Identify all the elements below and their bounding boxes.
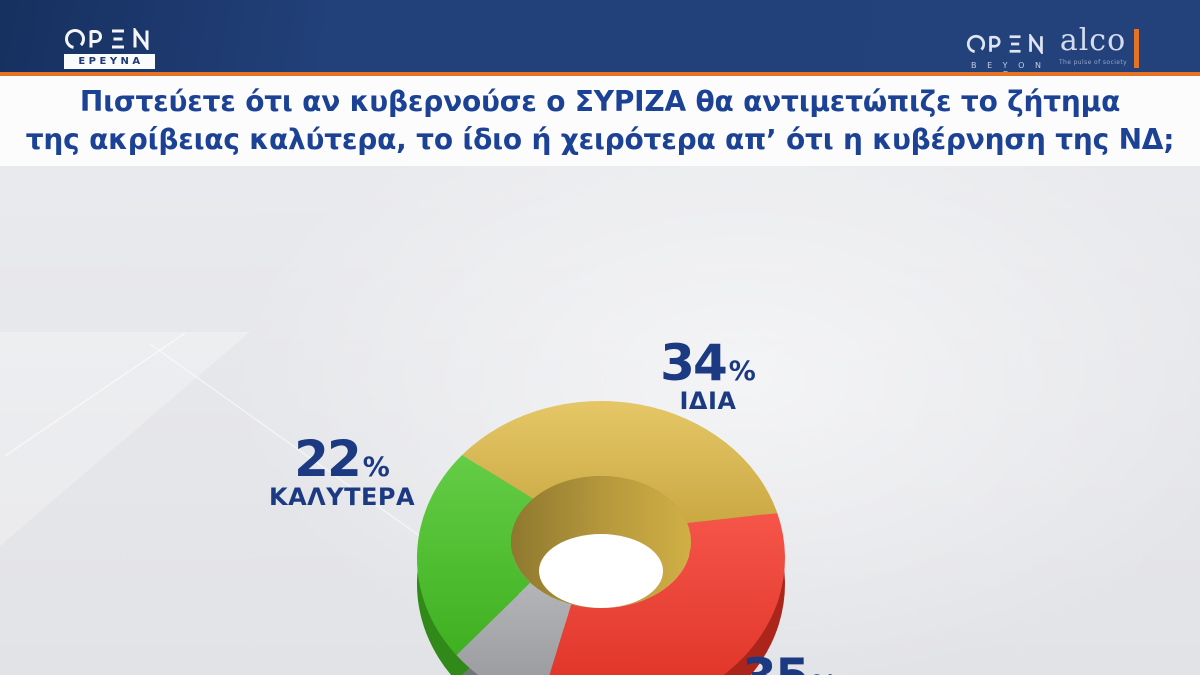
ereyna-badge: ΕΡΕΥΝΑ xyxy=(64,54,155,69)
percent-sign: % xyxy=(811,670,838,675)
question-title-line-2: της ακρίβειας καλύτερα, το ίδιο ή χειρότ… xyxy=(25,123,1175,156)
alco-logo: alco xyxy=(1059,23,1127,58)
alco-tagline: The pulse of society xyxy=(1058,59,1128,66)
slice-value: 35 xyxy=(742,648,810,675)
open-beyond-icon xyxy=(966,31,1043,57)
slice-value: 9 xyxy=(409,670,444,675)
channel-logo-block: ΕΡΕΥΝΑ xyxy=(64,28,155,69)
chart-area: 34% ΙΔΙΑ 35% ΧΕΙΡΟΤΕΡΑ 9% ΔΞ/ΔΑ 22% ΚΑΛΥ… xyxy=(0,166,1200,675)
slice-label-idia: 34% ΙΔΙΑ xyxy=(598,338,818,415)
open-logo-icon xyxy=(65,28,149,50)
slice-value: 22 xyxy=(294,430,362,488)
orange-divider-bar xyxy=(1134,29,1139,68)
slice-name: ΚΑΛΥΤΕΡΑ xyxy=(268,483,416,511)
header-bar: ΕΡΕΥΝΑ B E Y O N D alco The pulse of soc… xyxy=(0,0,1200,79)
donut-chart-3d xyxy=(0,166,1200,675)
alco-logo-block: alco The pulse of society xyxy=(1058,23,1128,67)
orange-accent-strip xyxy=(0,72,1200,76)
percent-sign: % xyxy=(362,452,390,483)
slice-label-xeirotera: 35% ΧΕΙΡΟΤΕΡΑ xyxy=(680,652,900,675)
slice-name: ΙΔΙΑ xyxy=(679,387,737,415)
percent-sign: % xyxy=(728,356,756,387)
question-title-line-1: Πιστεύετε ότι αν κυβερνούσε ο ΣΥΡΙΖΑ θα … xyxy=(79,85,1121,118)
slice-label-kalytera: 22% ΚΑΛΥΤΕΡΑ xyxy=(232,434,452,511)
question-title-band: Πιστεύετε ότι αν κυβερνούσε ο ΣΥΡΙΖΑ θα … xyxy=(0,76,1200,166)
slice-value: 34 xyxy=(660,334,728,392)
